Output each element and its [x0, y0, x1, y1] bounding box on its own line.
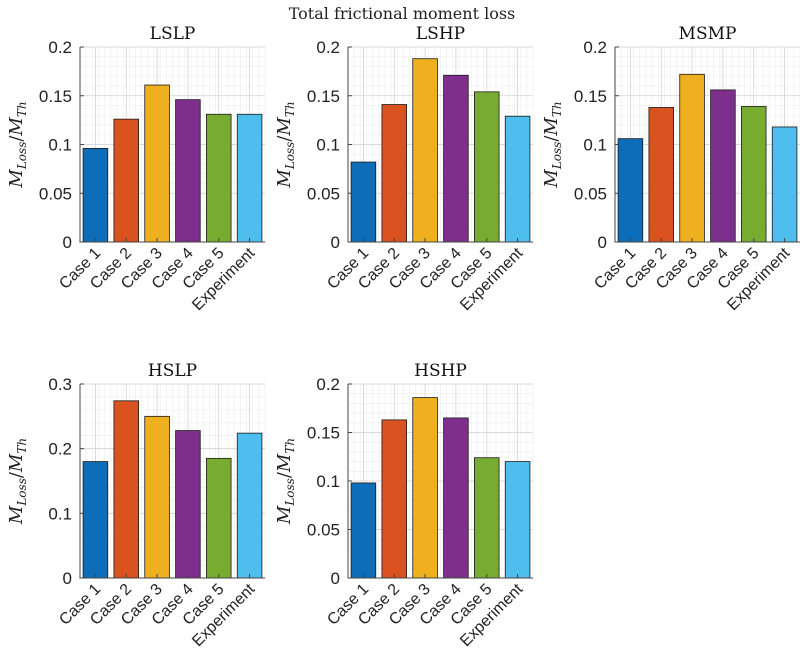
bar-case-4	[175, 99, 201, 243]
y-tick-label: 0	[331, 569, 340, 588]
y-tick-label: 0.15	[574, 87, 607, 106]
y-tick-label: 0	[63, 569, 72, 588]
bar-experiment	[771, 126, 798, 243]
y-tick-label: 0.15	[307, 424, 340, 443]
bar-experiment	[236, 113, 263, 243]
y-tick-label: 0.3	[48, 375, 72, 394]
chart-title: HSHP	[414, 361, 467, 381]
bar-experiment	[504, 461, 531, 579]
bar-case-1	[82, 461, 109, 579]
bar-case-3	[679, 73, 705, 243]
bar-case-4	[443, 417, 469, 579]
bar-case-5	[206, 457, 232, 579]
chart-title: MSMP	[679, 24, 737, 44]
y-tick-label: 0	[331, 233, 340, 252]
bar-case-2	[113, 400, 139, 579]
y-axis-label: MLoss/MTh	[274, 101, 297, 188]
bar-case-3	[412, 397, 438, 579]
y-axis-label: MLoss/MTh	[6, 438, 29, 525]
bar-case-5	[206, 113, 232, 243]
bar-case-1	[350, 161, 377, 243]
y-tick-label: 0	[598, 233, 607, 252]
bar-case-5	[741, 106, 767, 243]
y-tick-label: 0.2	[583, 38, 607, 57]
bar-case-2	[113, 118, 139, 243]
bar-case-2	[381, 104, 407, 243]
bar-case-1	[617, 138, 644, 243]
bar-case-4	[443, 74, 469, 243]
bar-experiment	[504, 115, 531, 243]
y-axis-label: MLoss/MTh	[6, 101, 29, 188]
y-tick-label: 0.2	[48, 38, 72, 57]
figure-title: Total frictional moment loss	[289, 4, 516, 23]
chart-title: HSLP	[148, 361, 197, 381]
y-tick-label: 0.2	[316, 38, 340, 57]
y-tick-label: 0.15	[39, 87, 72, 106]
bar-case-1	[350, 482, 377, 579]
bar-case-5	[474, 91, 500, 243]
y-tick-label: 0.2	[316, 375, 340, 394]
bar-experiment	[236, 432, 263, 579]
y-tick-label: 0.05	[307, 184, 340, 203]
y-tick-label: 0.05	[307, 521, 340, 540]
y-tick-label: 0.2	[48, 440, 72, 459]
bar-case-2	[648, 107, 674, 243]
y-tick-label: 0.1	[316, 472, 340, 491]
bar-case-3	[144, 84, 170, 243]
bar-case-3	[412, 58, 438, 243]
bar-case-3	[144, 415, 170, 579]
y-axis-label: MLoss/MTh	[274, 438, 297, 525]
y-tick-label: 0	[63, 233, 72, 252]
bar-case-4	[175, 430, 201, 579]
y-tick-label: 0.15	[307, 87, 340, 106]
y-tick-label: 0.1	[48, 136, 72, 155]
y-tick-label: 0.05	[39, 184, 72, 203]
chart-title: LSLP	[150, 24, 196, 44]
bar-case-4	[710, 89, 736, 243]
y-axis-label: MLoss/MTh	[541, 101, 564, 188]
chart-title: LSHP	[416, 24, 465, 44]
y-tick-label: 0.1	[48, 504, 72, 523]
bar-case-5	[474, 457, 500, 579]
y-tick-label: 0.1	[316, 136, 340, 155]
bar-case-2	[381, 419, 407, 579]
y-tick-label: 0.1	[583, 136, 607, 155]
y-tick-label: 0.05	[574, 184, 607, 203]
bar-case-1	[82, 147, 109, 243]
